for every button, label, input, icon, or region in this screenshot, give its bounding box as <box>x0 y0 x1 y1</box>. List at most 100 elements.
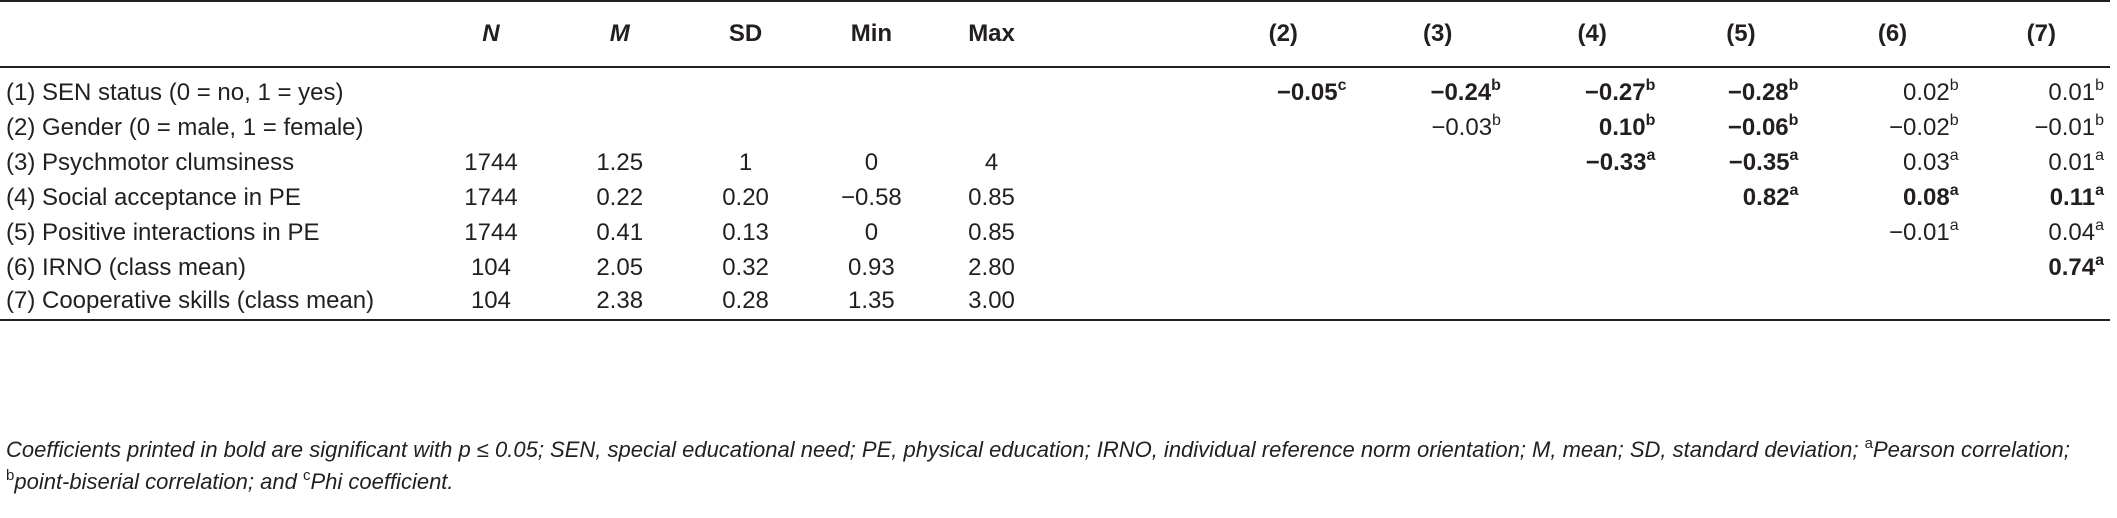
row-label: (5) Positive interactions in PE <box>6 218 320 246</box>
correlation-cell-5: 0.82a <box>1669 180 1812 215</box>
correlation-cell-4 <box>1515 180 1669 215</box>
correlation-cell-6: 0.08a <box>1812 180 1972 215</box>
cell-spacer <box>1046 180 1206 215</box>
cell-sd: 0.20 <box>722 183 769 211</box>
cell-sd <box>685 75 805 110</box>
coefficient-type-superscript: a <box>1789 181 1799 199</box>
correlation-cell-4 <box>1515 285 1669 320</box>
cell-spacer <box>1046 75 1206 110</box>
coefficient-value: −0.24 <box>1430 78 1492 106</box>
cell-m: 2.05 <box>596 253 644 281</box>
table-row: (2) Gender (0 = male, 1 = female) −0.03b 0… <box>0 110 2110 145</box>
correlation-cell-3 <box>1361 285 1515 320</box>
coefficient-type-superscript: c <box>1337 76 1347 94</box>
coefficient-type-superscript: a <box>2095 181 2104 199</box>
coefficient-type-superscript: a <box>2095 146 2104 164</box>
spacer-row <box>0 67 2110 75</box>
header-cell-5: (5) <box>1726 20 1756 47</box>
cell-max <box>937 110 1046 145</box>
footnote-text: Phi coefficient. <box>310 469 454 494</box>
correlation-cell-4: −0.27b <box>1515 75 1669 110</box>
coefficient-type-superscript: b <box>1645 111 1656 129</box>
coefficient-type-superscript: a <box>2095 216 2104 234</box>
coefficient-type-superscript: b <box>1949 111 1959 129</box>
cell-max: 0.85 <box>968 183 1015 211</box>
header-cell-min: Min <box>850 20 893 47</box>
cell-m: 0.22 <box>596 183 644 211</box>
header-cell-7: (7) <box>2026 20 2056 47</box>
correlation-cell-5: −0.35a <box>1669 145 1812 180</box>
coefficient-value: −0.28 <box>1727 78 1789 106</box>
table-row: (6) IRNO (class mean) 104 2.05 0.32 0.93 2.80… <box>0 250 2110 285</box>
cell-min: 0 <box>864 148 879 176</box>
correlation-cell-6: 0.02b <box>1812 75 1972 110</box>
cell-max: 4 <box>984 148 999 176</box>
coefficient-value: −0.01 <box>1888 218 1950 246</box>
table-row: (5) Positive interactions in PE 1744 0.41 0… <box>0 215 2110 250</box>
correlation-cell-4: −0.33a <box>1515 145 1669 180</box>
coefficient-value: 0.01 <box>2048 148 2096 176</box>
table-body: (1) SEN status (0 = no, 1 = yes) −0.05c −0… <box>0 67 2110 320</box>
correlation-cell-7: 0.11a <box>1973 180 2110 215</box>
cell-min: −0.58 <box>841 183 902 211</box>
cell-min <box>806 110 938 145</box>
coefficient-value: 0.82 <box>1742 183 1790 211</box>
header-cell-sd: SD <box>728 20 763 47</box>
cell-spacer <box>1046 145 1206 180</box>
correlation-cell-3 <box>1361 215 1515 250</box>
correlation-cell-2 <box>1206 180 1360 215</box>
cell-m <box>554 75 686 110</box>
cell-max: 0.85 <box>968 218 1015 246</box>
cell-n: 104 <box>470 253 511 281</box>
coefficient-value: −0.06 <box>1727 113 1789 141</box>
correlation-cell-6: −0.01a <box>1812 215 1972 250</box>
coefficient-value: −0.35 <box>1728 148 1790 176</box>
cell-m: 0.41 <box>596 218 644 246</box>
coefficient-type-superscript: b <box>1788 111 1799 129</box>
footnote-marker: c <box>302 467 311 484</box>
correlation-cell-7: −0.01b <box>1973 110 2110 145</box>
cell-spacer <box>1046 215 1206 250</box>
correlation-cell-5 <box>1669 215 1812 250</box>
cell-max: 2.80 <box>968 253 1015 281</box>
cell-max: 3.00 <box>968 286 1015 314</box>
cell-n: 104 <box>470 286 511 314</box>
correlation-cell-2 <box>1206 145 1360 180</box>
cell-n <box>428 110 554 145</box>
coefficient-type-superscript: b <box>1491 76 1501 94</box>
coefficient-value: −0.01 <box>2034 113 2096 141</box>
footnote-marker: a <box>1864 435 1873 452</box>
coefficient-type-superscript: a <box>1949 146 1959 164</box>
table-row: (7) Cooperative skills (class mean) 104 2.… <box>0 285 2110 320</box>
correlation-cell-7: 0.01a <box>1973 145 2110 180</box>
cell-m <box>554 110 686 145</box>
correlation-cell-7: 0.04a <box>1973 215 2110 250</box>
correlation-cell-3 <box>1361 180 1515 215</box>
coefficient-type-superscript: a <box>1646 146 1656 164</box>
correlation-table: N M SD Min Max (2) (3) (4) (5) (6) (7) (… <box>0 1 2110 320</box>
header-cell-label <box>0 1 428 67</box>
cell-sd <box>685 110 805 145</box>
table-row: (4) Social acceptance in PE 1744 0.22 0.20 −… <box>0 180 2110 215</box>
correlation-cell-7: 0.01b <box>1973 75 2110 110</box>
correlation-cell-4 <box>1515 250 1669 285</box>
correlation-cell-2: −0.05c <box>1206 75 1360 110</box>
correlation-cell-6: 0.03a <box>1812 145 1972 180</box>
cell-n: 1744 <box>464 183 518 211</box>
coefficient-value: 0.11 <box>2049 183 2096 211</box>
header-cell-max: Max <box>968 20 1015 47</box>
cell-n: 1744 <box>464 148 518 176</box>
coefficient-type-superscript: a <box>1789 146 1799 164</box>
correlation-cell-3: −0.24b <box>1361 75 1515 110</box>
cell-n: 1744 <box>464 218 518 246</box>
coefficient-type-superscript: b <box>2095 76 2104 94</box>
row-label: (4) Social acceptance in PE <box>6 183 301 211</box>
coefficient-type-superscript: b <box>1492 111 1501 129</box>
coefficient-value: 0.10 <box>1598 113 1646 141</box>
header-cell-m: M <box>609 20 630 47</box>
correlation-cell-5 <box>1669 250 1812 285</box>
header-cell-3: (3) <box>1423 20 1453 47</box>
table-row: (1) SEN status (0 = no, 1 = yes) −0.05c −0… <box>0 75 2110 110</box>
coefficient-value: −0.05 <box>1276 78 1338 106</box>
footnote-marker: b <box>6 467 15 484</box>
